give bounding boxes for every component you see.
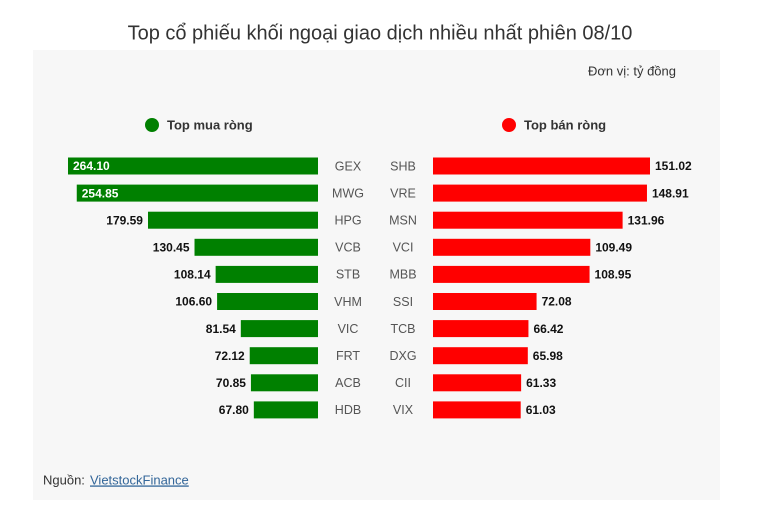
bar [433, 374, 522, 392]
bar [147, 211, 318, 229]
value-label: 254.85 [82, 186, 119, 200]
value-label: 72.08 [542, 295, 572, 309]
bar [194, 238, 318, 256]
value-label: 131.96 [628, 213, 665, 227]
category-label: SSI [393, 295, 413, 309]
bar [217, 293, 318, 310]
legend-label: Top mua ròng [167, 117, 253, 132]
value-label: 66.42 [533, 322, 563, 336]
bar [433, 401, 521, 419]
category-label: VHM [334, 295, 362, 309]
value-label: 108.14 [174, 268, 211, 282]
bar [433, 157, 650, 175]
bar [250, 374, 318, 392]
source-link[interactable]: VietstockFinance [90, 472, 189, 487]
category-label: FRT [336, 349, 360, 363]
unit-note: Đơn vị: tỷ đồng [588, 63, 676, 78]
category-label: HDB [335, 403, 361, 417]
value-label: 109.49 [595, 240, 632, 254]
category-label: VRE [390, 186, 416, 200]
category-label: TCB [391, 322, 416, 336]
legend-marker [145, 118, 159, 132]
value-label: 106.60 [175, 295, 212, 309]
category-label: GEX [335, 159, 362, 173]
bar [433, 211, 623, 229]
value-label: 72.12 [215, 349, 245, 363]
bar [433, 265, 590, 283]
chart-title: Top cổ phiếu khối ngoại giao dịch nhiều … [128, 22, 633, 44]
value-label: 179.59 [106, 213, 143, 227]
category-label: MSN [389, 213, 417, 227]
value-label: 61.03 [526, 403, 556, 417]
category-label: VCI [393, 241, 414, 255]
legend-marker [502, 118, 516, 132]
bar [433, 184, 647, 202]
category-label: DXG [389, 349, 416, 363]
source-label: Nguồn: [43, 472, 85, 487]
category-label: VIC [338, 322, 359, 336]
category-label: ACB [335, 376, 361, 390]
value-label: 148.91 [652, 186, 689, 200]
value-label: 70.85 [216, 376, 246, 390]
value-label: 61.33 [526, 376, 556, 390]
value-label: 151.02 [655, 159, 692, 173]
bar [68, 157, 318, 175]
category-label: CII [395, 376, 411, 390]
bar [433, 347, 528, 365]
value-label: 264.10 [73, 159, 110, 173]
value-label: 81.54 [206, 322, 236, 336]
value-label: 67.80 [219, 403, 249, 417]
bar [215, 265, 318, 283]
bar [76, 184, 318, 202]
category-label: VCB [335, 241, 361, 255]
category-label: SHB [390, 159, 416, 173]
value-label: 65.98 [533, 349, 563, 363]
category-label: HPG [334, 213, 361, 227]
bar [240, 320, 318, 338]
category-label: STB [336, 268, 360, 282]
bar [249, 347, 318, 365]
legend-label: Top bán ròng [524, 117, 606, 132]
bar [253, 401, 318, 419]
category-label: VIX [393, 403, 414, 417]
category-label: MWG [332, 186, 364, 200]
category-label: MBB [389, 268, 416, 282]
value-label: 130.45 [153, 240, 190, 254]
value-label: 108.95 [595, 268, 632, 282]
bar [433, 320, 529, 338]
bar [433, 293, 537, 310]
bar [433, 238, 591, 256]
